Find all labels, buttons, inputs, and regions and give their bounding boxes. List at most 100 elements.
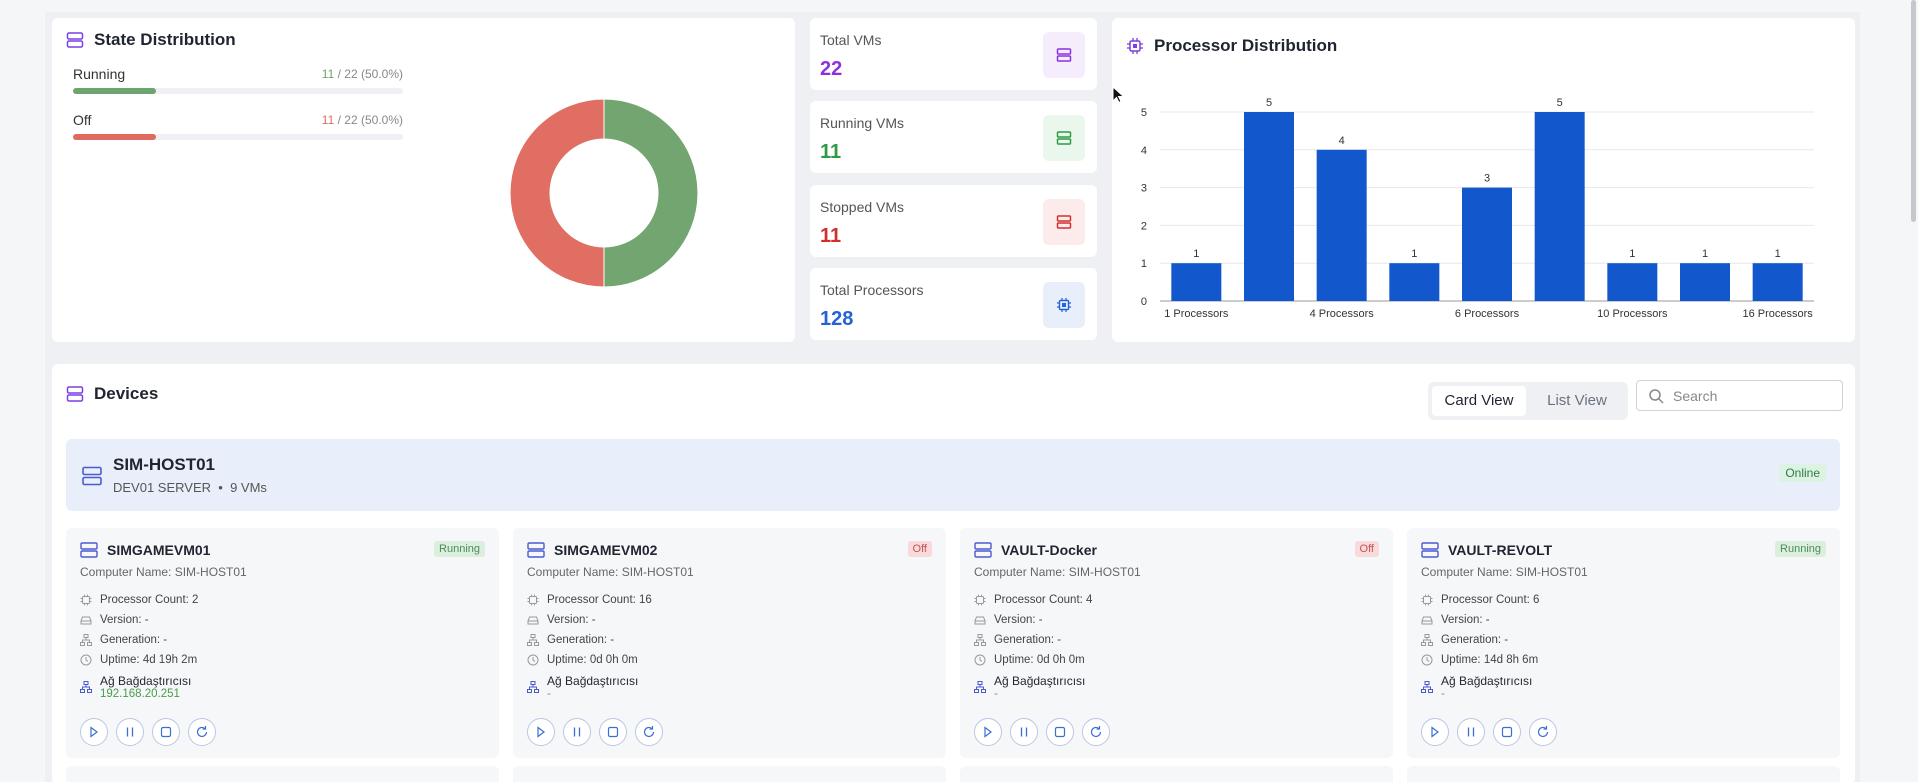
vm-uptime: Uptime: 0d 0h 0m	[974, 654, 1085, 666]
play-icon	[537, 726, 545, 738]
vm-computer-name: Computer Name: SIM-HOST01	[1421, 565, 1588, 579]
stat-value: 11	[820, 225, 842, 247]
donut-slice[interactable]	[603, 98, 699, 288]
data-label: 4	[1339, 135, 1345, 147]
restart-icon	[1090, 726, 1102, 738]
play-button[interactable]	[1421, 718, 1449, 746]
play-button[interactable]	[974, 718, 1002, 746]
vm-computer-name: Computer Name: SIM-HOST01	[527, 565, 694, 579]
network-icon	[1421, 634, 1433, 646]
server-icon	[974, 542, 992, 558]
stop-icon	[1054, 726, 1066, 738]
vm-version-text: Version: -	[994, 614, 1043, 626]
restart-icon	[643, 726, 655, 738]
bar[interactable]	[1244, 112, 1294, 301]
vm-card[interactable]: SIMGAMEVM02 Off Computer Name: SIM-HOST01 P…	[513, 528, 946, 758]
vm-version: Version: -	[527, 614, 596, 626]
stat-label: Stopped VMs	[820, 199, 905, 215]
bar[interactable]	[1389, 263, 1440, 301]
state-progress-track	[73, 134, 403, 140]
card-title-text: Processor Distribution	[1154, 36, 1338, 55]
vm-card[interactable]: VAULT-REVOLT Running Computer Name: SIM-HO…	[1407, 528, 1840, 758]
stat-label: Total VMs	[820, 32, 882, 48]
network-icon	[80, 680, 92, 698]
search-input[interactable]: Search	[1636, 380, 1843, 411]
server-icon	[1043, 115, 1085, 161]
cpu-icon	[1421, 594, 1433, 606]
vm-version-text: Version: -	[100, 614, 149, 626]
network-value: -	[1441, 688, 1445, 700]
server-icon	[1043, 32, 1085, 78]
data-label: 1	[1775, 248, 1781, 260]
state-progress-track	[73, 88, 403, 94]
stop-button[interactable]	[1493, 718, 1521, 746]
vm-generation-text: Generation: -	[1441, 634, 1509, 646]
donut-slice[interactable]	[509, 98, 605, 288]
bar[interactable]	[1316, 149, 1367, 301]
play-icon	[1431, 726, 1439, 738]
stat-label: Running VMs	[820, 115, 905, 131]
stat-total-vms: Total VMs 22	[810, 18, 1097, 90]
status-badge: Off	[1354, 541, 1379, 557]
host-name: SIM-HOST01	[113, 455, 216, 474]
vm-generation-text: Generation: -	[100, 634, 168, 646]
network-value: 192.168.20.251	[100, 688, 180, 700]
play-button[interactable]	[527, 718, 555, 746]
state-donut-chart	[509, 98, 699, 288]
host-header[interactable]: SIM-HOST01 DEV01 SERVER • 9 VMs Online	[66, 439, 1840, 511]
vm-generation-text: Generation: -	[547, 634, 615, 646]
bar[interactable]	[1534, 112, 1585, 301]
stop-icon	[1501, 726, 1513, 738]
bar[interactable]	[1171, 263, 1222, 301]
vm-processors: Processor Count: 2	[80, 594, 198, 606]
clock-icon	[80, 654, 92, 666]
vm-card[interactable]: SIMGAMEVM01 Running Computer Name: SIM-HOS…	[66, 528, 499, 758]
x-tick-label: 1 Processors	[1164, 308, 1229, 320]
disk-icon	[527, 614, 539, 626]
processor-bar-chart: 0 1 2 3 4 5 1 1 Processors 5 4 4 Processors 1 3 6 Pro…	[1141, 97, 1814, 320]
play-button[interactable]	[80, 718, 108, 746]
x-tick-label: 16 Processors	[1743, 308, 1814, 320]
x-tick-label: 10 Processors	[1597, 308, 1668, 320]
pause-button[interactable]	[1457, 718, 1485, 746]
stop-button[interactable]	[1046, 718, 1074, 746]
y-tick-label: 5	[1141, 107, 1147, 119]
bar[interactable]	[1607, 263, 1658, 301]
scrollbar-thumb[interactable]	[1911, 0, 1916, 222]
list-view-button[interactable]: List View	[1547, 392, 1607, 409]
card-view-button[interactable]: Card View	[1432, 386, 1526, 416]
pause-button[interactable]	[563, 718, 591, 746]
stat-value: 11	[820, 141, 842, 163]
pause-button[interactable]	[116, 718, 144, 746]
state-count-total: / 22	[337, 113, 358, 127]
network-icon	[1421, 680, 1433, 698]
server-icon	[1421, 542, 1439, 558]
state-progress-fill	[73, 134, 156, 140]
x-tick-label: 4 Processors	[1310, 308, 1375, 320]
vm-processors-text: Processor Count: 16	[547, 594, 652, 606]
restart-button[interactable]	[635, 718, 663, 746]
server-icon	[80, 542, 98, 558]
cpu-icon	[527, 594, 539, 606]
clock-icon	[527, 654, 539, 666]
network-label: Ağ Bağdaştırıcısı	[100, 674, 192, 688]
y-tick-label: 3	[1141, 183, 1147, 195]
vm-uptime-text: Uptime: 0d 0h 0m	[994, 654, 1085, 666]
restart-button[interactable]	[188, 718, 216, 746]
pause-button[interactable]	[1010, 718, 1038, 746]
processor-distribution-title: Processor Distribution	[1126, 36, 1337, 56]
vm-version: Version: -	[1421, 614, 1490, 626]
play-icon	[984, 726, 992, 738]
view-toggle: Card View List View	[1428, 382, 1628, 420]
stop-button[interactable]	[152, 718, 180, 746]
stop-icon	[607, 726, 619, 738]
bar[interactable]	[1462, 187, 1512, 301]
bar[interactable]	[1680, 263, 1730, 301]
restart-button[interactable]	[1082, 718, 1110, 746]
restart-button[interactable]	[1529, 718, 1557, 746]
stop-button[interactable]	[599, 718, 627, 746]
bar[interactable]	[1752, 263, 1803, 301]
server-icon	[1043, 199, 1085, 245]
vm-card[interactable]: VAULT-Docker Off Computer Name: SIM-HOST01…	[960, 528, 1393, 758]
cursor-icon	[1112, 86, 1124, 104]
